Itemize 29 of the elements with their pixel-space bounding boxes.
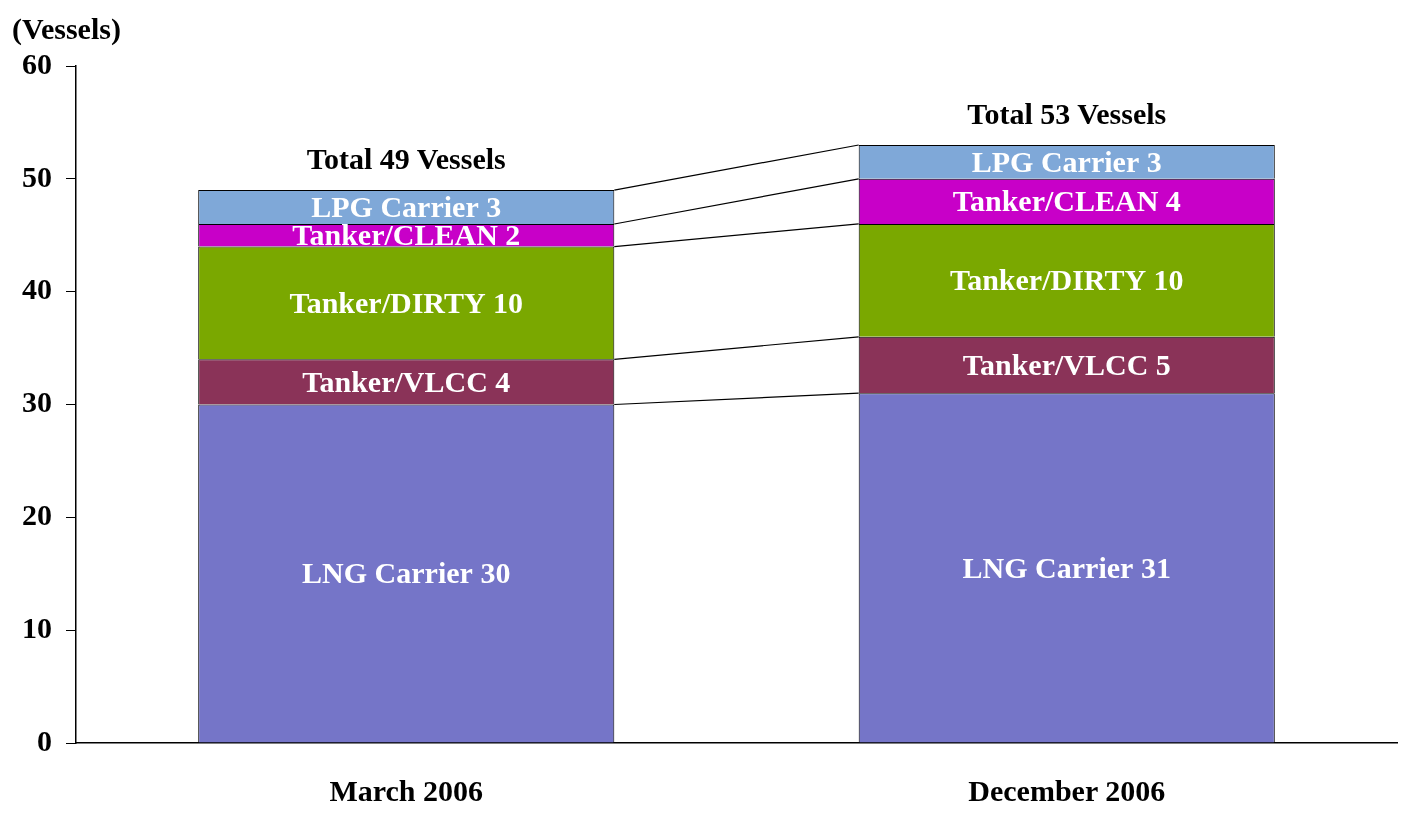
text: Tanker/VLCC	[962, 347, 1149, 381]
data-label: 4	[495, 364, 511, 398]
data-label: 30	[480, 556, 511, 590]
data-label: 3	[1146, 144, 1162, 178]
total-label: Total 53 Vessels	[967, 96, 1167, 130]
data-label: 4	[1165, 184, 1181, 218]
y-tick-label: 20	[22, 498, 52, 532]
y-tick-label: 0	[37, 723, 52, 757]
series-label: Tanker/CLEAN	[952, 184, 1159, 218]
data-label: 31	[1140, 550, 1171, 584]
total-label: Total 49 Vessels	[306, 141, 506, 175]
text: LNG Carrier	[302, 556, 473, 590]
data-label: 2	[505, 218, 521, 251]
x-tick-label: March 2006	[329, 773, 484, 807]
y-tick-label: 10	[22, 610, 52, 644]
y-tick-label: 60	[22, 46, 52, 80]
data-label: 10	[1153, 263, 1184, 297]
data-label: 10	[493, 285, 524, 319]
series-label: Tanker/VLCC	[302, 364, 488, 398]
series-label: Tanker/DIRTY	[949, 263, 1147, 297]
y-tick-label: 50	[22, 159, 52, 193]
y-axis-title: (Vessels)	[12, 11, 121, 46]
text: Tanker/DIRTY	[289, 285, 486, 319]
y-tick-label: 30	[22, 385, 52, 419]
x-tick-label: December 2006	[968, 773, 1166, 807]
data-label: 5	[1155, 347, 1171, 381]
series-label: LPG Carrier	[971, 144, 1140, 178]
series-label: LNG Carrier	[962, 550, 1134, 584]
y-tick-label: 40	[22, 272, 52, 306]
